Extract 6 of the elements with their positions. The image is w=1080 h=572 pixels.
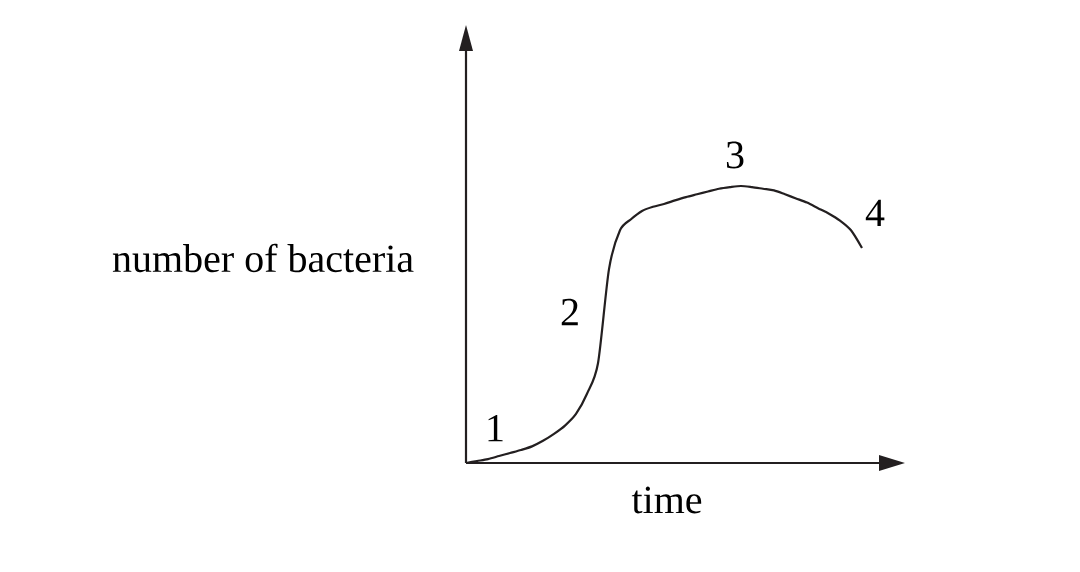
annotation: 1	[488, 414, 503, 442]
x-axis-title: time	[631, 486, 702, 514]
annotation: 2	[561, 298, 578, 326]
y-axis-title: number of bacteria	[112, 243, 414, 273]
annotation: 4	[865, 199, 885, 227]
text: 3	[726, 141, 744, 169]
